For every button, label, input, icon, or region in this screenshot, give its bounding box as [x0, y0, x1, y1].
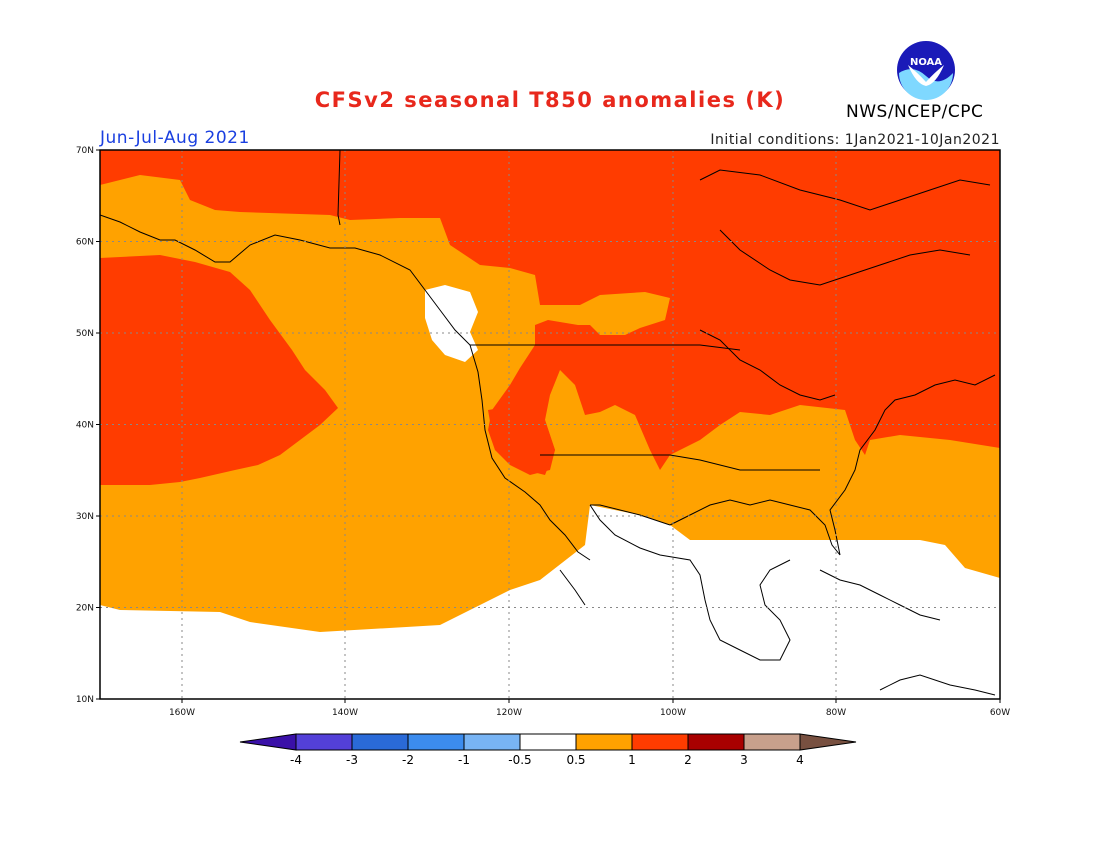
colorbar-label: -4 [290, 753, 302, 767]
lat-tick-label: 70N [76, 146, 94, 156]
svg-text:NOAA: NOAA [910, 57, 942, 68]
lat-tick-label: 30N [76, 512, 94, 522]
colorbar-swatch [239, 733, 297, 751]
colorbar-swatch [295, 733, 353, 751]
lon-tick-label: 160W [169, 708, 195, 718]
colorbar-label: 4 [796, 753, 804, 767]
anomaly-field [100, 150, 1000, 632]
colorbar-swatch [351, 733, 409, 751]
neutral-patch-bc [425, 285, 478, 362]
latitude-axis: 70N 60N 50N 40N 30N 20N 10N [76, 146, 100, 705]
colorbar-swatch [799, 733, 857, 751]
colorbar-swatch [519, 733, 577, 751]
colorbar-label: -2 [402, 753, 414, 767]
lat-tick-label: 60N [76, 238, 94, 248]
lat-tick-label: 10N [76, 695, 94, 705]
colorbar-label: 3 [740, 753, 748, 767]
lon-tick-label: 80W [826, 708, 846, 718]
agency-label: NWS/NCEP/CPC [846, 102, 984, 122]
colorbar-swatch [631, 733, 689, 751]
noaa-logo-icon: NOAA [897, 41, 955, 100]
colorbar-label: 1 [628, 753, 636, 767]
map-title: CFSv2 seasonal T850 anomalies (K) [314, 88, 786, 112]
colorbar-swatch [743, 733, 801, 751]
colorbar-label: -3 [346, 753, 358, 767]
graticule [100, 150, 1000, 699]
anomaly-region-1-2-arctic [100, 150, 1000, 475]
anomaly-region-1-2-pacific [100, 255, 338, 485]
longitude-axis: 160W 140W 120W 100W 80W 60W [169, 699, 1010, 718]
initial-conditions-label: Initial conditions: 1Jan2021-10Jan2021 [710, 132, 1000, 148]
colorbar-label: 0.5 [566, 753, 585, 767]
season-label: Jun-Jul-Aug 2021 [100, 128, 250, 148]
colorbar-label: 2 [684, 753, 692, 767]
lat-tick-label: 50N [76, 329, 94, 339]
colorbar-swatch [687, 733, 745, 751]
colorbar-swatch [407, 733, 465, 751]
anomaly-region-1-2-southwest [488, 405, 555, 475]
colorbar: -4 -3 -2 -1 -0.5 0.5 1 2 3 4 [239, 733, 857, 767]
colorbar-label: -0.5 [508, 753, 531, 767]
lon-tick-label: 120W [496, 708, 522, 718]
lon-tick-label: 60W [990, 708, 1010, 718]
colorbar-swatch [463, 733, 521, 751]
lon-tick-label: 140W [332, 708, 358, 718]
lon-tick-label: 100W [660, 708, 686, 718]
colorbar-swatch [575, 733, 633, 751]
coastlines [100, 150, 996, 696]
lat-tick-label: 20N [76, 604, 94, 614]
lat-tick-label: 40N [76, 421, 94, 431]
colorbar-label: -1 [458, 753, 470, 767]
